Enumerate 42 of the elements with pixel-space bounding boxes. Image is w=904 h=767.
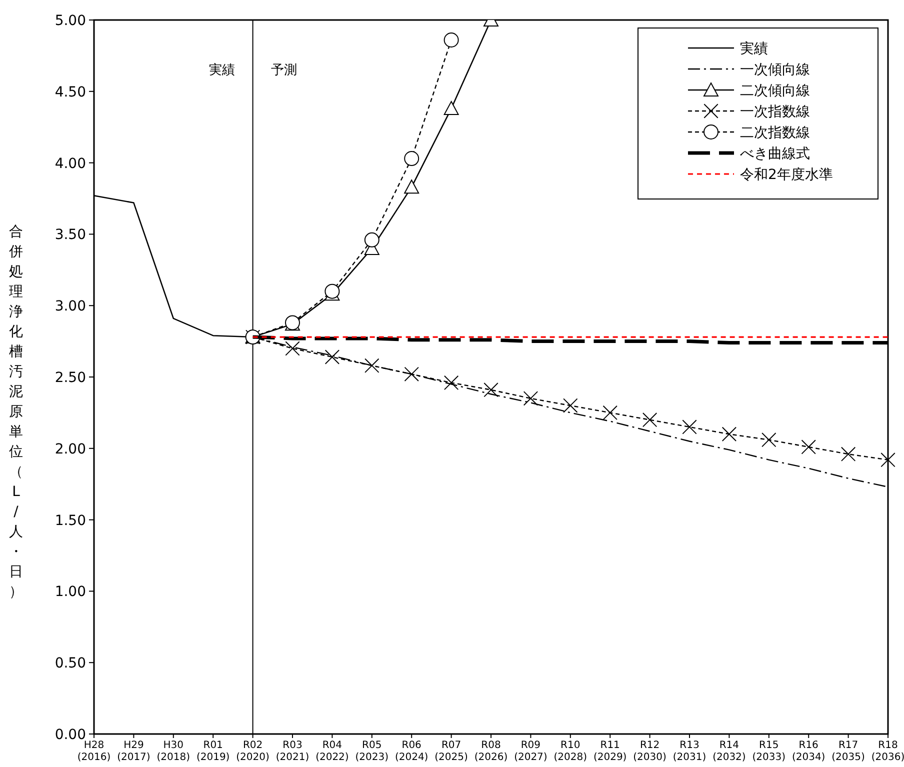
annotation: 予測 (270, 63, 297, 78)
y-tick-label: 4.50 (54, 84, 86, 100)
x-tick-label: R03 (2021) (276, 740, 310, 763)
x-tick-label: R15 (2033) (752, 740, 786, 763)
x-tick-label: R01 (2019) (196, 740, 230, 763)
y-tick-label: 3.50 (54, 227, 86, 244)
x-tick-label: R05 (2023) (355, 740, 389, 763)
x-tick-label: R14 (2032) (712, 740, 746, 763)
x-tick-label: H30 (2018) (156, 740, 190, 763)
legend-label: べき曲線式 (740, 146, 810, 162)
y-tick-label: 0.00 (54, 727, 86, 743)
legend-label: 二次傾向線 (740, 83, 810, 99)
y-tick-label: 2.00 (54, 441, 86, 458)
x-tick-label: H29 (2017) (117, 740, 150, 763)
x-tick-label: R04 (2022) (316, 740, 349, 763)
y-tick-label: 3.00 (54, 298, 86, 315)
x-tick-label: R06 (2024) (394, 740, 428, 763)
y-tick-label: 1.50 (54, 512, 86, 529)
x-tick-label: R17 (2035) (832, 740, 866, 763)
y-tick-label: 2.50 (54, 370, 86, 386)
x-tick-label: H28 (2016) (77, 740, 111, 763)
x-tick-label: R12 (2030) (633, 740, 667, 763)
x-tick-label: R13 (2031) (672, 740, 706, 763)
x-tick-label: R16 (2034) (792, 740, 826, 763)
x-tick-label: R07 (2025) (434, 740, 468, 763)
annotation: 実績 (208, 62, 235, 78)
y-tick-label: 0.50 (54, 656, 86, 672)
x-tick-label: R08 (2026) (474, 740, 508, 763)
legend-label: 実績 (740, 41, 768, 57)
x-tick-label: R18 (2036) (871, 740, 904, 763)
x-tick-label: R09 (2027) (514, 740, 548, 763)
y-tick-label: 1.00 (54, 584, 86, 600)
legend-label: 一次指数線 (740, 104, 810, 120)
y-tick-label: 4.00 (54, 156, 86, 172)
x-tick-label: R10 (2028) (554, 740, 588, 763)
x-tick-label: R11 (2029) (593, 740, 627, 763)
legend-label: 二次指数線 (740, 125, 810, 141)
text: 合併処理浄化槽汚泥原単位（L/人・日） (9, 224, 23, 600)
legend-label: 一次傾向線 (740, 62, 810, 78)
y-tick-label: 5.00 (54, 13, 86, 29)
legend-label: 令和2年度水準 (740, 167, 833, 183)
x-tick-label: R02 (2020) (236, 740, 270, 763)
